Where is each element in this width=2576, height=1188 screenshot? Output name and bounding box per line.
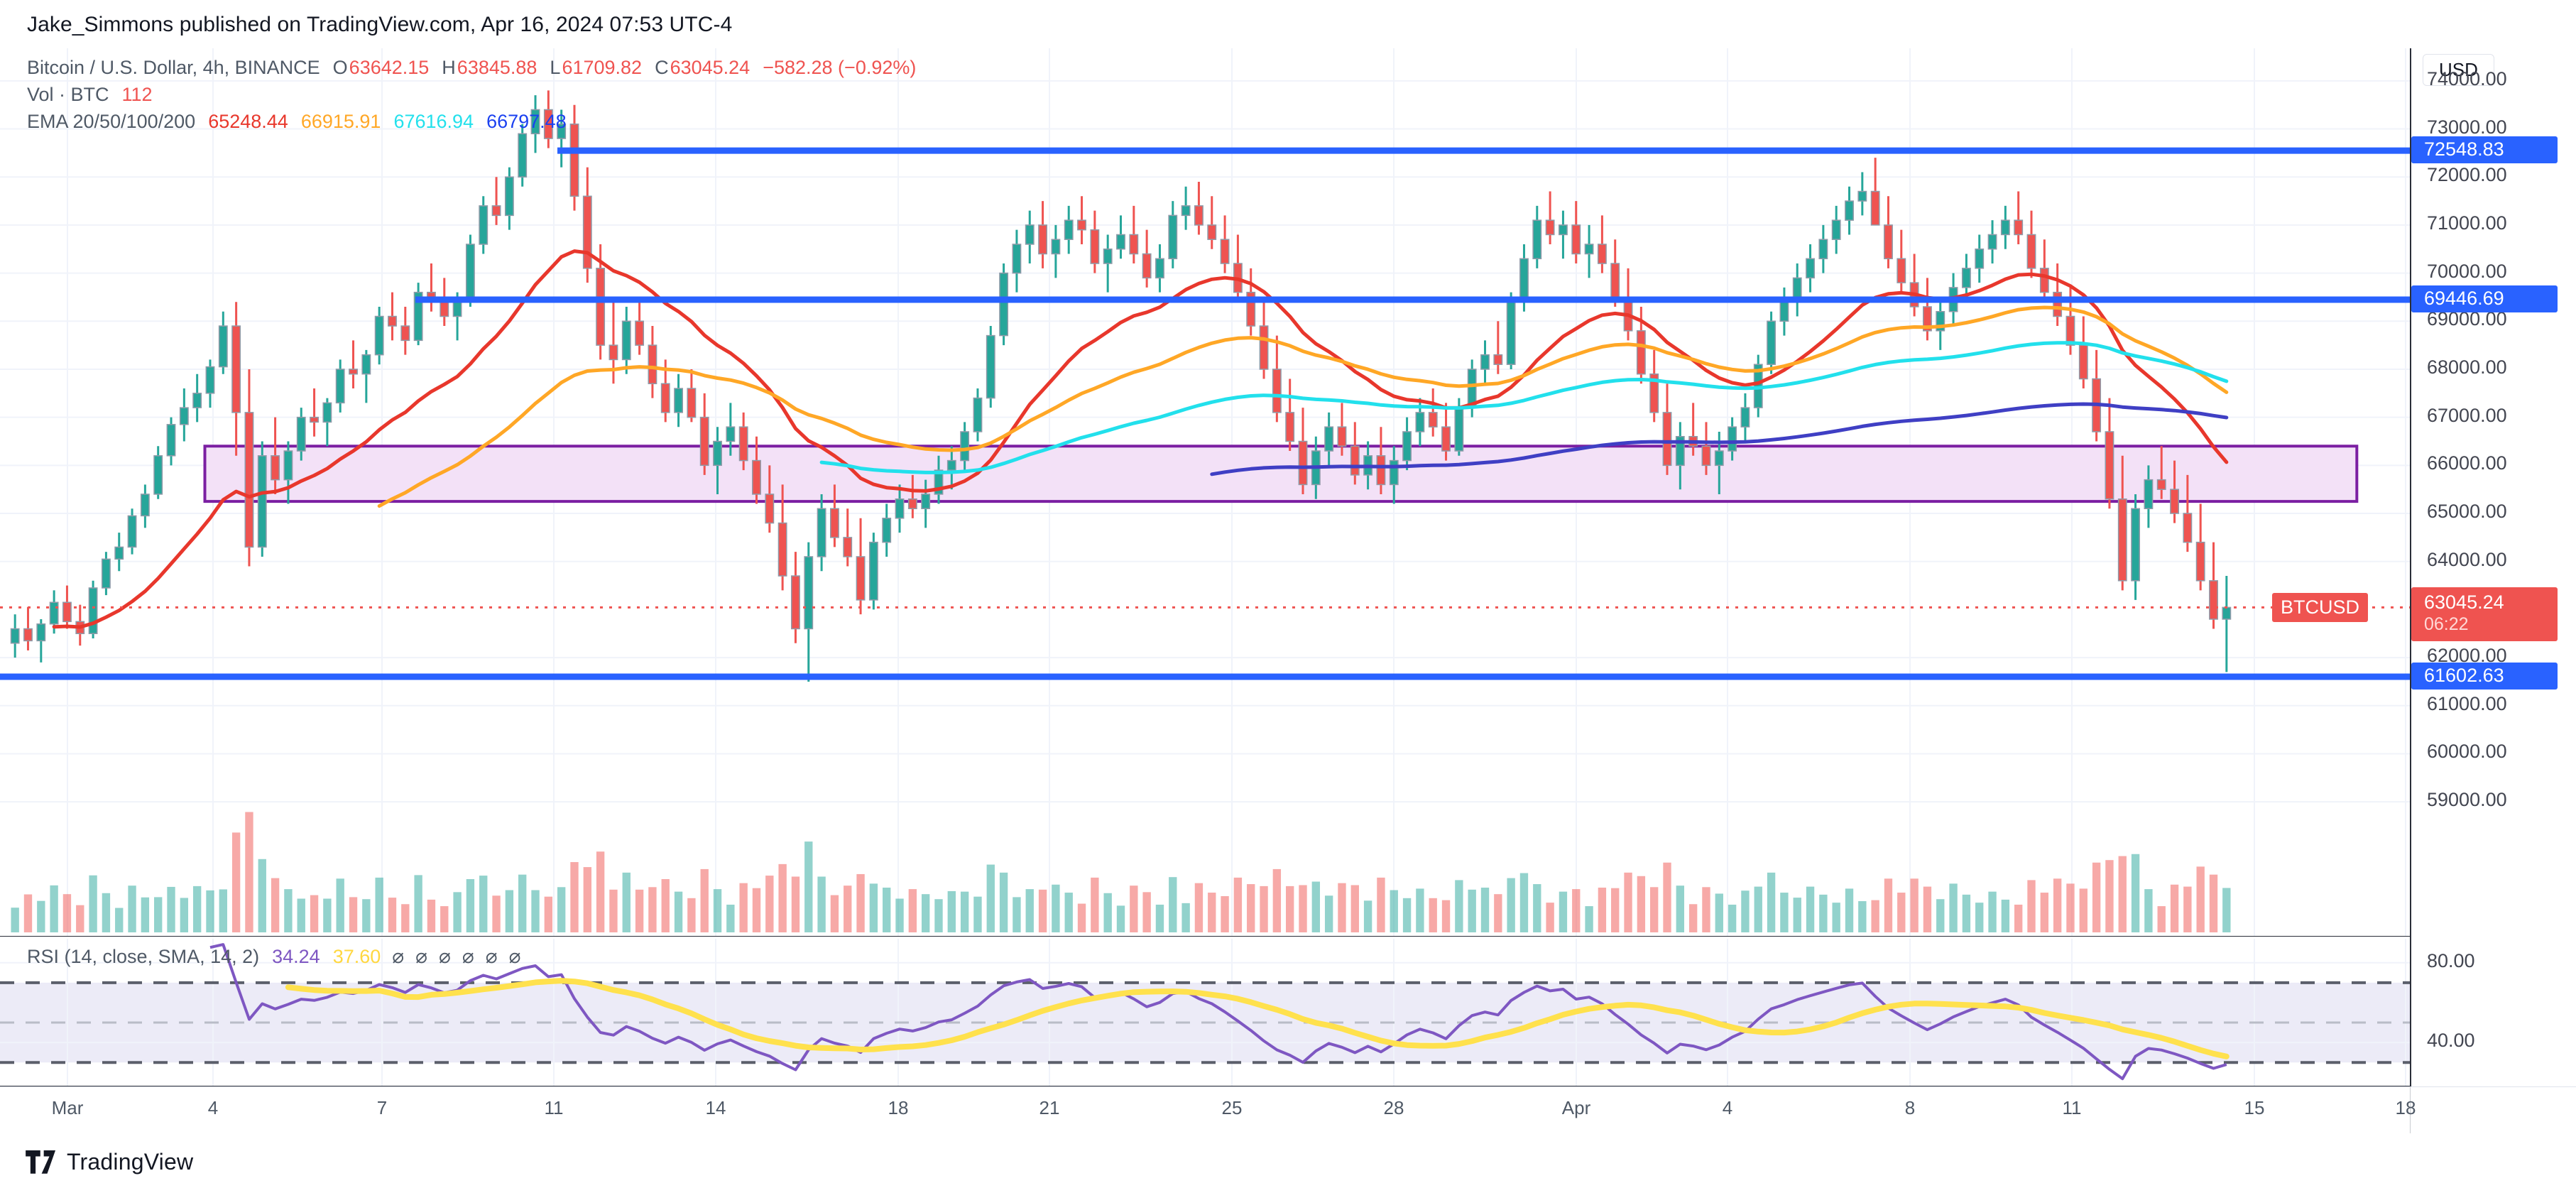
current-price-badge[interactable]: 63045.24 06:22 [2411,587,2558,642]
price-chart-canvas [0,48,2410,936]
publisher-line: Jake_Simmons published on TradingView.co… [27,13,733,36]
time-tick-4: 4 [207,1097,219,1118]
footer-bar: TradingView [0,1133,2576,1188]
price-tick-71000: 71000.00 [2427,212,2507,234]
time-tick-14: 14 [705,1097,726,1118]
price-tick-66000: 66000.00 [2427,452,2507,474]
bar-countdown: 06:22 [2424,614,2469,635]
time-axis[interactable]: Mar 4 7 11 14 18 21 25 28 Apr 4 8 11 15 18 [0,1086,2576,1134]
price-tick-73000: 73000.00 [2427,116,2507,138]
time-tick-Mar: Mar [51,1097,84,1118]
price-tick-67000: 67000.00 [2427,404,2507,426]
rsi-chart-canvas [0,939,2410,1086]
tradingview-brand[interactable]: TradingView [26,1149,193,1175]
tradingview-logo-icon [26,1150,56,1174]
rsi-tick-80: 80.00 [2427,949,2475,971]
price-tick-59000: 59000.00 [2427,789,2507,811]
time-tick-8: 8 [1904,1097,1916,1118]
price-level-badge-support-lower[interactable]: 61602.63 [2411,662,2558,690]
price-tick-68000: 68000.00 [2427,356,2507,378]
time-axis-divider [2410,1087,2411,1134]
time-tick-11: 11 [544,1097,564,1118]
time-tick-28: 28 [1383,1097,1404,1118]
currency-pill[interactable]: USD [2423,54,2494,86]
current-price-value: 63045.24 [2424,592,2504,614]
price-tick-64000: 64000.00 [2427,548,2507,570]
price-tick-72000: 72000.00 [2427,164,2507,186]
time-tick-18: 18 [2395,1097,2416,1118]
price-level-badge-resistance-upper[interactable]: 72548.83 [2411,136,2558,164]
time-tick-11: 11 [2062,1097,2082,1118]
price-tick-65000: 65000.00 [2427,501,2507,523]
time-tick-Apr: Apr [1561,1097,1591,1118]
price-axis[interactable]: USD 74000.00 73000.00 72000.00 71000.00 7000… [2272,48,2576,1086]
price-tick-60000: 60000.00 [2427,741,2507,763]
time-tick-7: 7 [376,1097,388,1118]
price-chart-pane[interactable] [0,48,2410,936]
price-level-badge-resistance-mid[interactable]: 69446.69 [2411,285,2558,313]
time-tick-18: 18 [888,1097,909,1118]
tradingview-wordmark: TradingView [67,1149,194,1175]
price-tick-61000: 61000.00 [2427,692,2507,714]
symbol-price-tag: BTCUSD [2272,593,2369,623]
price-tick-70000: 70000.00 [2427,260,2507,282]
rsi-tick-40: 40.00 [2427,1030,2475,1052]
time-tick-25: 25 [1221,1097,1243,1118]
price-tick-74000: 74000.00 [2427,67,2507,89]
time-tick-21: 21 [1039,1097,1060,1118]
rsi-chart-pane[interactable] [0,939,2410,1086]
pane-separator-price-rsi [0,936,2410,937]
time-tick-4: 4 [1722,1097,1733,1118]
time-tick-15: 15 [2244,1097,2265,1118]
